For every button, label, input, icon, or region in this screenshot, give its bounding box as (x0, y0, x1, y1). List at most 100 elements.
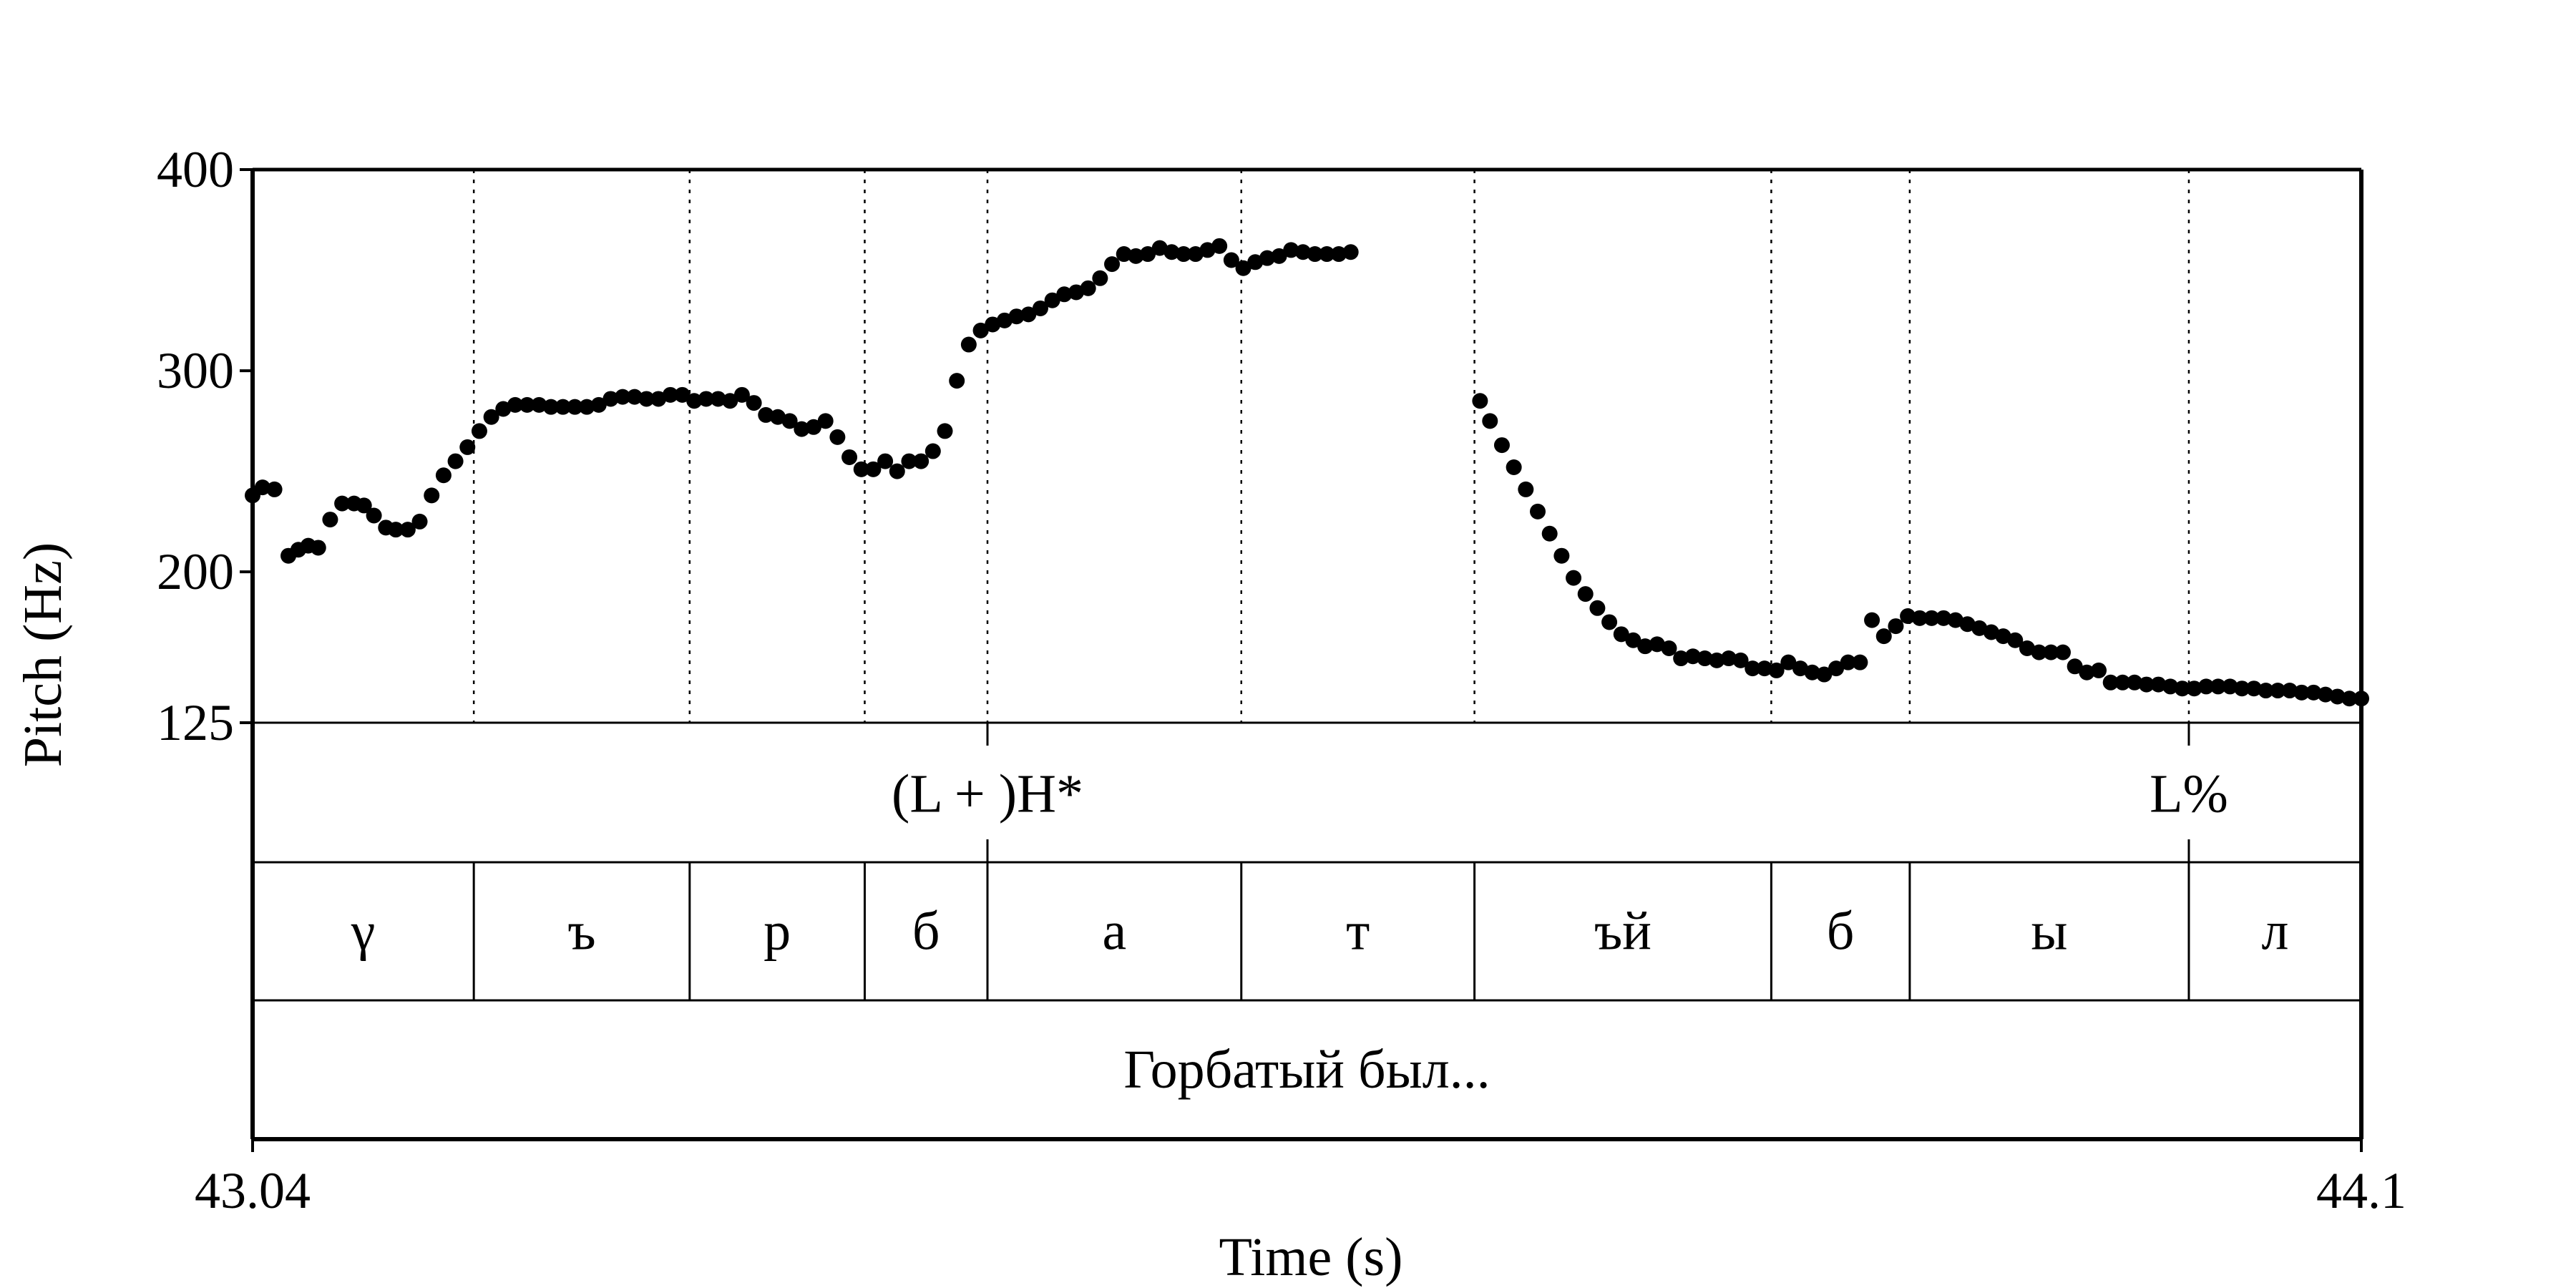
pitch-point (1235, 260, 1252, 276)
pitch-point (1330, 246, 1347, 263)
pitch-point (758, 406, 774, 423)
segment-label: т (1346, 902, 1370, 962)
pitch-point (1259, 250, 1275, 266)
pitch-point (1247, 254, 1264, 270)
pitch-point (2138, 676, 2155, 693)
segment-label: б (912, 902, 940, 962)
pitch-point (1888, 618, 1904, 635)
pitch-point (1493, 437, 1510, 454)
pitch-point (366, 507, 382, 524)
pitch-point (1163, 244, 1180, 260)
pitch-point (626, 389, 643, 405)
pitch-point (1294, 244, 1311, 260)
pitch-point (2114, 674, 2131, 691)
pitch-point (1792, 660, 1808, 677)
pitch-point (1472, 393, 1488, 409)
x-axis-title: Time (s) (1219, 1227, 1403, 1287)
pitch-point (254, 479, 270, 496)
pitch-point (794, 421, 810, 437)
pitch-point (901, 453, 917, 469)
pitch-point (1745, 660, 1761, 677)
pitch-point (2007, 632, 2024, 648)
pitch-point (356, 497, 372, 514)
pitch-point (602, 391, 619, 407)
pitch-point (1911, 610, 1928, 626)
pitch-panel: 125 200 300 400 (157, 141, 2363, 1152)
pitch-point (1518, 481, 1534, 497)
pitch-point (2067, 658, 2083, 675)
pitch-point (1601, 614, 1618, 630)
pitch-point (1541, 525, 1558, 542)
pitch-point (781, 413, 798, 429)
pitch-point (865, 461, 882, 477)
pitch-point (1900, 608, 1916, 625)
pitch-point (1020, 306, 1037, 323)
pitch-point (1816, 666, 1833, 683)
pitch-point (1128, 248, 1144, 264)
pitch-point (1756, 660, 1772, 677)
pitch-point (1319, 246, 1335, 263)
pitch-point (1044, 292, 1060, 308)
pitch-point (1187, 246, 1204, 263)
pitch-point (2317, 686, 2333, 703)
pitch-point (1864, 612, 1880, 628)
pitch-point (2329, 688, 2346, 705)
segment-label: ы (2031, 902, 2067, 962)
pitch-point (806, 419, 822, 435)
pitch-point (1068, 284, 1084, 301)
pitch-point (1032, 300, 1048, 316)
pitch-point (2174, 680, 2190, 697)
axis-labels: Pitch (Hz) Time (s) 43.04 44.1 (13, 542, 2406, 1287)
pitch-point (841, 449, 858, 465)
pitch-point (949, 373, 965, 389)
pitch-point (733, 386, 750, 403)
pitch-point (1553, 547, 1570, 564)
pitch-point (1709, 652, 1725, 668)
pitch-point (889, 463, 905, 479)
pitch-point (674, 386, 691, 403)
pitch-point (710, 391, 726, 407)
pitch-point (1625, 632, 1641, 648)
pitch-point (1720, 650, 1737, 667)
pitch-point (1271, 248, 1287, 264)
pitch-point (310, 540, 326, 556)
pitch-point (1199, 242, 1216, 258)
pitch-point (817, 413, 834, 429)
segment-label: γ (351, 902, 376, 962)
pitch-point (507, 396, 523, 413)
pitch-point (459, 439, 476, 455)
pitch-points (245, 238, 2369, 707)
pitch-point (531, 396, 547, 413)
pitch-point (698, 391, 714, 407)
segment-label: ъ (567, 902, 595, 962)
pitch-point (769, 409, 786, 425)
pitch-point (2079, 664, 2095, 680)
pitch-point (543, 399, 560, 415)
pitch-point (495, 401, 512, 417)
tone-label: (L + )H* (892, 764, 1083, 824)
pitch-point (662, 386, 678, 403)
pitch-point (1875, 628, 1892, 645)
pitch-point (1589, 600, 1606, 616)
pitch-point (1828, 660, 1845, 677)
pitch-point (1140, 246, 1156, 263)
pitch-point (334, 495, 351, 512)
pitch-point (1577, 586, 1594, 602)
segment-label: б (1827, 902, 1855, 962)
pitch-point (483, 409, 499, 425)
pitch-point (266, 481, 283, 497)
pitch-point (746, 395, 762, 411)
pitch-point (579, 399, 595, 415)
y-tick-label: 200 (157, 543, 234, 600)
segment-label: р (763, 902, 791, 962)
pitch-point (1151, 240, 1168, 256)
pitch-point (2186, 680, 2202, 697)
pitch-point (1482, 413, 1498, 429)
y-axis-title: Pitch (Hz) (13, 542, 73, 767)
x-tick-label-start: 43.04 (195, 1162, 311, 1219)
pitch-point (1283, 242, 1299, 258)
pitch-point (2031, 644, 2047, 660)
pitch-point (1506, 459, 1522, 476)
pitch-point (924, 443, 941, 459)
pitch-point (937, 423, 953, 439)
